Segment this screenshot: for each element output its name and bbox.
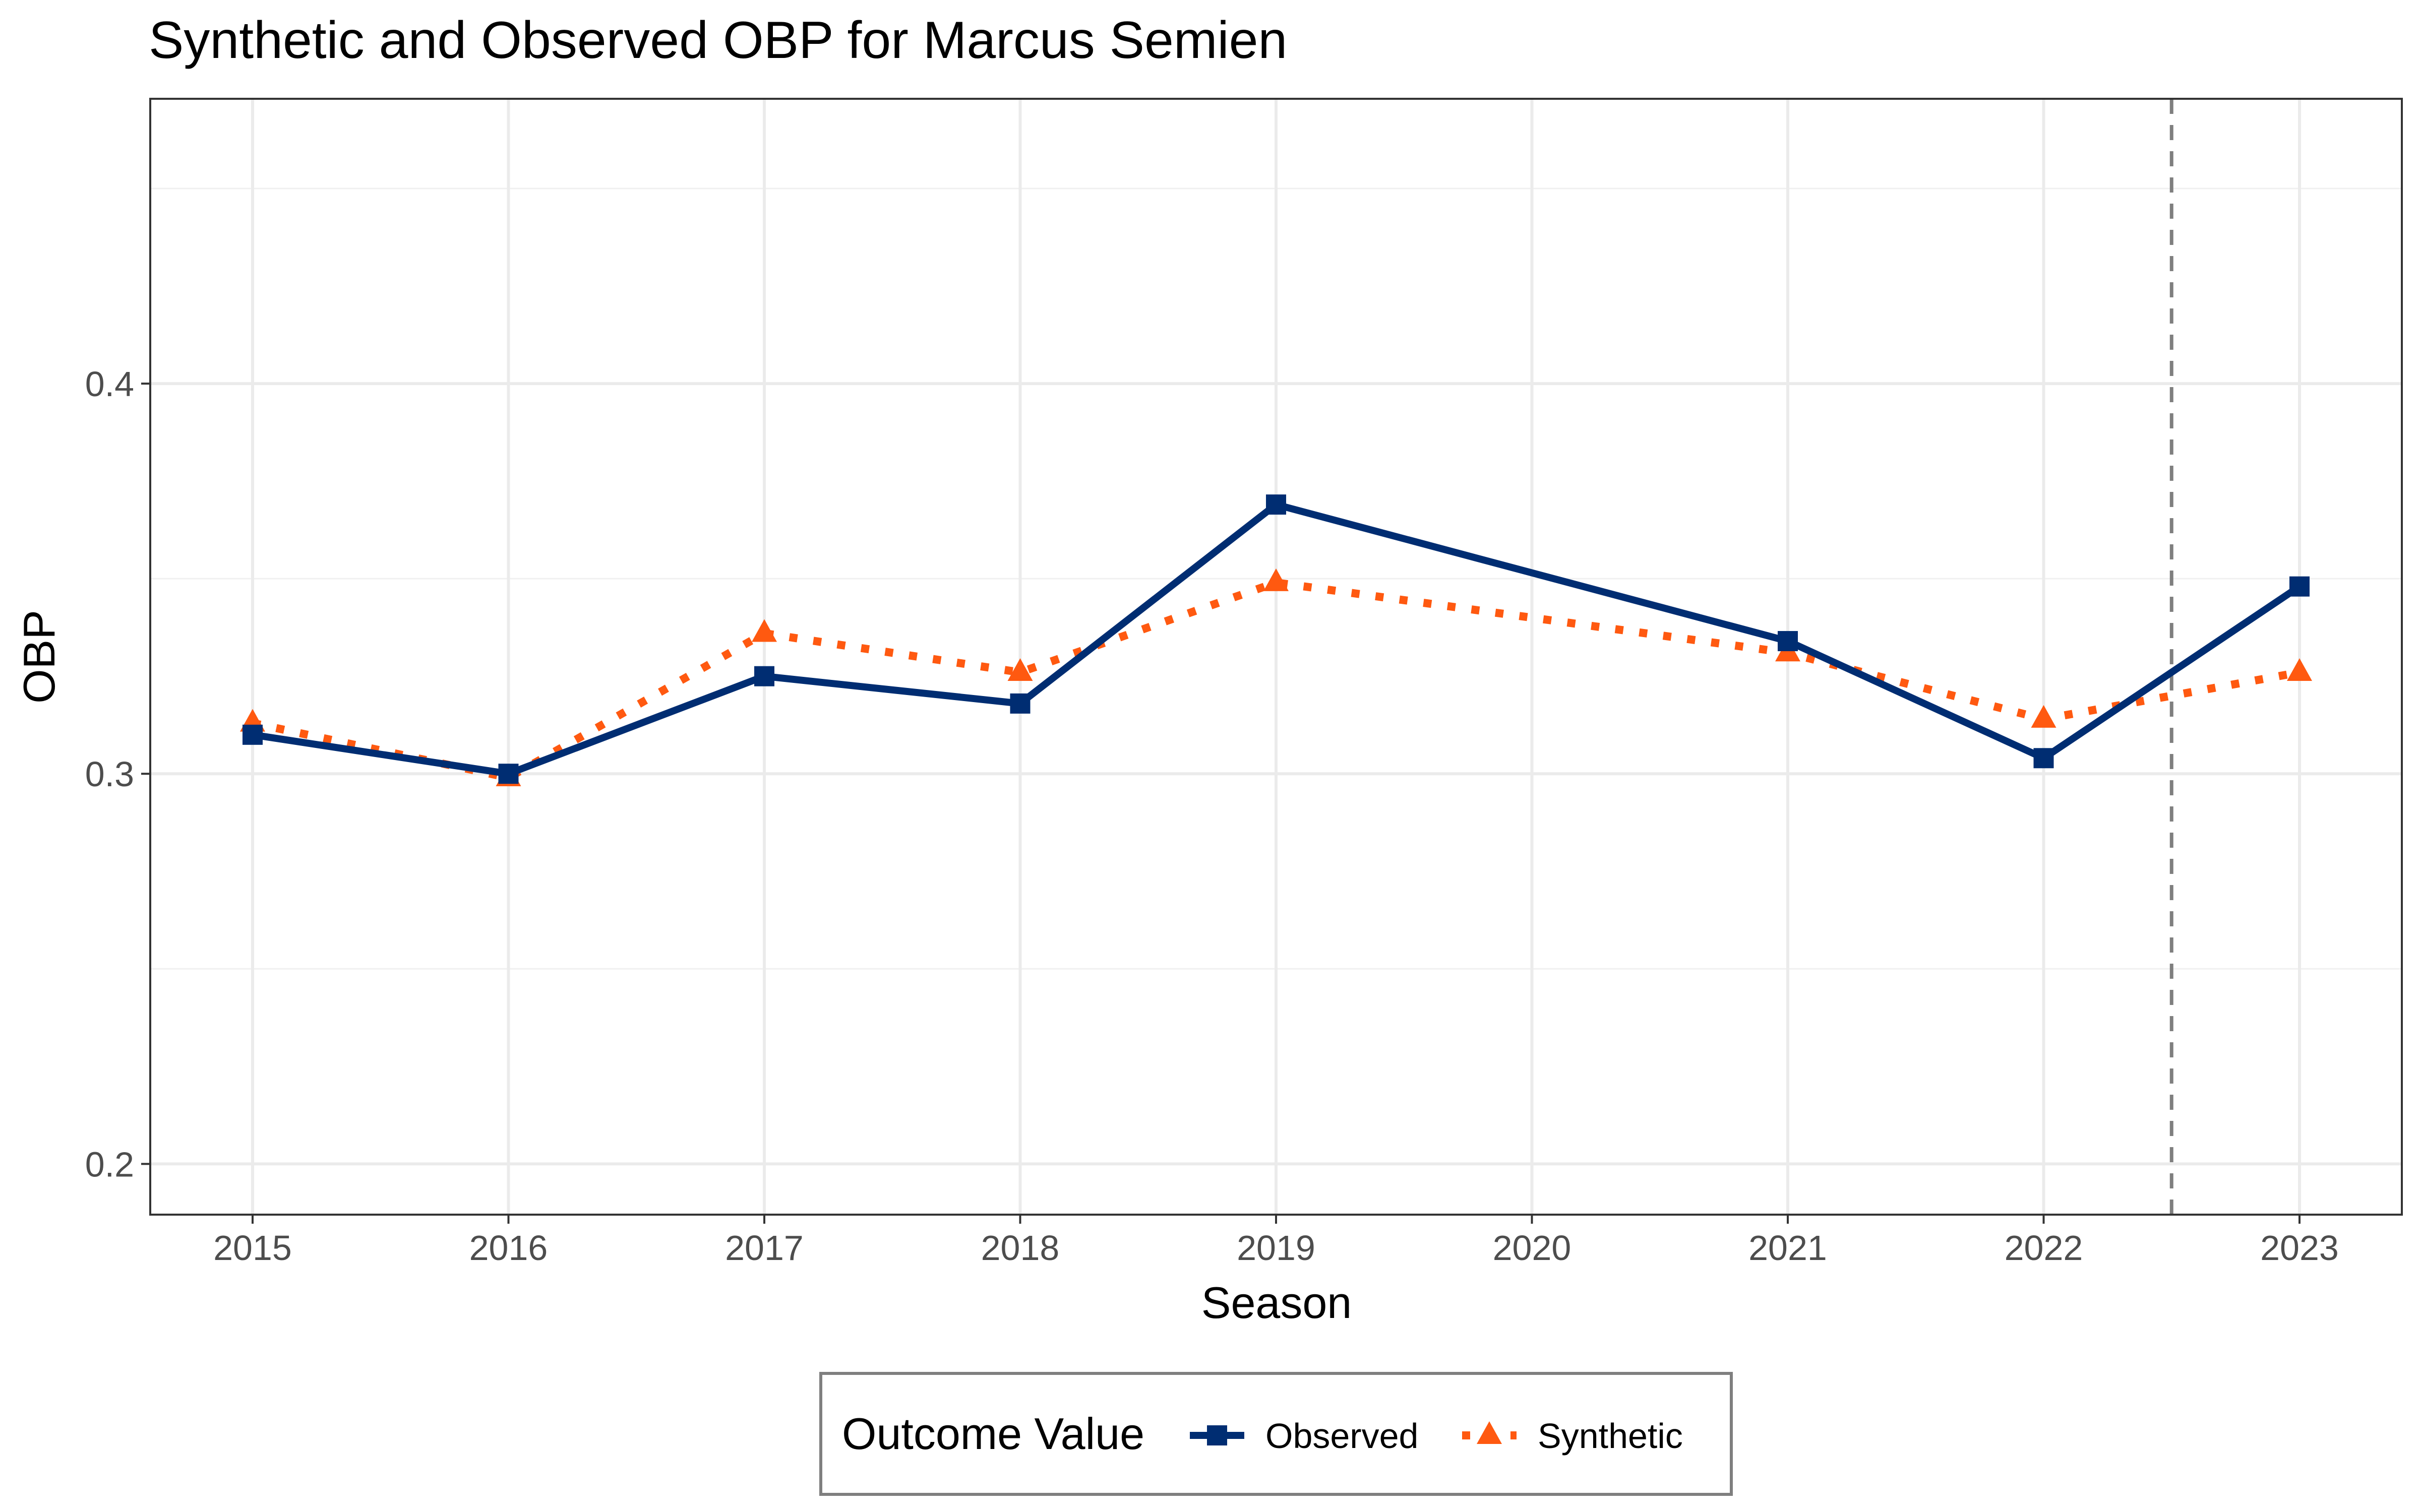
data-point-synthetic — [2031, 705, 2056, 728]
x-tick-label: 2022 — [2005, 1228, 2083, 1268]
series-layer — [240, 494, 2312, 786]
data-point-synthetic — [1007, 658, 1033, 681]
legend-title: Outcome Value — [842, 1409, 1144, 1459]
x-tick-label: 2017 — [725, 1228, 804, 1268]
data-point-synthetic — [1263, 568, 1289, 591]
data-point-observed — [754, 666, 774, 686]
gridlines — [150, 99, 2402, 1215]
data-point-observed — [1778, 631, 1798, 652]
data-point-observed — [498, 764, 519, 784]
legend-key-marker-synthetic — [1477, 1421, 1502, 1444]
series-line-observed — [252, 501, 2302, 778]
data-point-observed — [243, 724, 263, 745]
x-tick-label: 2019 — [1237, 1228, 1315, 1268]
legend-label-observed: Observed — [1265, 1416, 1418, 1456]
legend-items: Observed Synthetic — [1190, 1416, 1683, 1456]
y-tick-label: 0.2 — [85, 1145, 134, 1184]
legend-box — [819, 1372, 1733, 1496]
x-tick-label: 2015 — [213, 1228, 292, 1268]
y-tick-label: 0.4 — [85, 364, 134, 404]
data-point-synthetic — [752, 619, 777, 642]
x-axis: 2015 2016 2017 2018 2019 2020 2021 2022 2023 — [213, 1215, 2339, 1268]
x-tick-label: 2020 — [1493, 1228, 1571, 1268]
data-point-observed — [2289, 576, 2310, 597]
legend-item-synthetic: Synthetic — [1462, 1416, 1683, 1456]
y-tick-label: 0.3 — [85, 754, 134, 794]
x-tick-label: 2023 — [2260, 1228, 2339, 1268]
legend-item-observed: Observed — [1190, 1416, 1418, 1456]
data-point-observed — [1010, 693, 1031, 714]
data-point-observed — [1266, 494, 1286, 515]
x-tick-label: 2021 — [1748, 1228, 1827, 1268]
y-axis-title: OBP — [14, 610, 64, 704]
y-axis: 0.2 0.3 0.4 — [85, 364, 150, 1184]
chart-title: Synthetic and Observed OBP for Marcus Se… — [149, 11, 1287, 70]
series-line-synthetic — [252, 578, 2301, 782]
legend: Outcome Value Observed Synthetic — [819, 1372, 1733, 1496]
legend-label-synthetic: Synthetic — [1538, 1416, 1683, 1456]
x-tick-label: 2016 — [469, 1228, 548, 1268]
data-point-synthetic — [2287, 658, 2312, 681]
data-point-observed — [2033, 748, 2054, 769]
x-tick-label: 2018 — [981, 1228, 1060, 1268]
legend-key-marker-observed — [1207, 1425, 1227, 1445]
x-axis-title: Season — [1201, 1278, 1352, 1328]
